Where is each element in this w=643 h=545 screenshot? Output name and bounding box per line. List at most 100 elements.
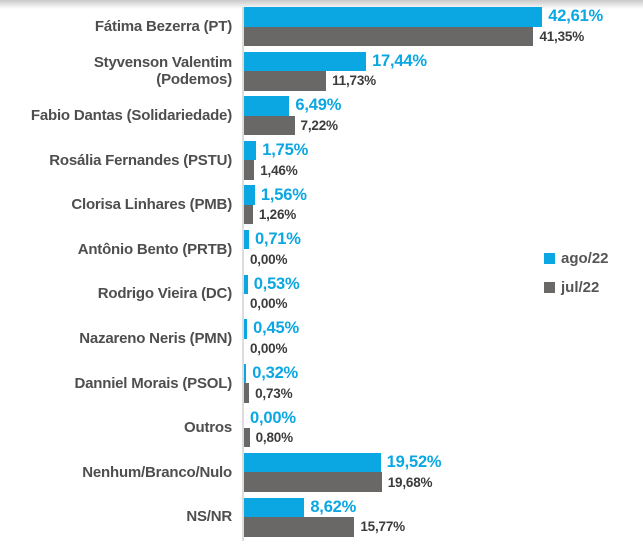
- jul22-value-label: 1,46%: [260, 162, 298, 178]
- jul22-bar: [244, 427, 250, 448]
- ago22-bar-line: 19,52%: [244, 452, 643, 473]
- bars-column: 0,00% 0,80%: [242, 408, 643, 448]
- ago22-bar-line: 0,71%: [244, 229, 643, 250]
- bar-group: Outros 0,00% 0,80%: [0, 408, 643, 448]
- category-label: Nazareno Neris (PMN): [79, 330, 232, 348]
- jul22-value-label: 15,77%: [360, 519, 405, 535]
- jul22-value-label: 7,22%: [300, 117, 338, 133]
- ago22-bar-line: 8,62%: [244, 497, 643, 518]
- ago22-bar: [244, 452, 381, 473]
- bars-column: 19,52% 19,68%: [242, 452, 643, 492]
- ago22-bar-line: 1,75%: [244, 140, 643, 161]
- jul22-bar-line: 41,35%: [244, 26, 643, 46]
- ago22-value-label: 8,62%: [310, 497, 357, 516]
- ago22-value-label: 19,52%: [386, 453, 442, 472]
- category-label: Rodrigo Vieira (DC): [97, 285, 232, 303]
- jul22-bar-line: 0,73%: [244, 383, 643, 403]
- ago22-bar-line: 0,00%: [244, 408, 643, 428]
- category-label: Danniel Morais (PSOL): [74, 374, 233, 392]
- jul22-bar-line: 0,80%: [244, 427, 643, 448]
- ago22-value-label: 1,56%: [260, 185, 307, 204]
- legend-item-jul22: jul/22: [544, 279, 609, 296]
- chart-area: Fátima Bezerra (PT) 42,61% 41,35% Styvenson…: [0, 7, 643, 542]
- bars-column: 0,53% 0,00%: [242, 274, 643, 314]
- ago22-bar-line: 1,56%: [244, 185, 643, 205]
- ago22-value-label: 0,00%: [250, 408, 296, 427]
- ago22-bar: [244, 185, 255, 205]
- ago22-bar: [244, 229, 249, 250]
- jul22-value-label: 41,35%: [539, 28, 585, 44]
- jul22-bar: [244, 517, 355, 537]
- ago22-value-label: 1,75%: [262, 141, 309, 160]
- category-label: Rosália Fernandes (PSTU): [49, 151, 232, 169]
- ago22-value-label: 0,53%: [253, 274, 300, 293]
- category-label: Outros: [184, 419, 232, 437]
- bars-column: 1,56% 1,26%: [242, 185, 643, 225]
- ago22-value-label: 0,32%: [252, 364, 299, 382]
- ago22-bar: [244, 51, 367, 72]
- ago22-bar: [244, 363, 247, 384]
- bar-group: Nazareno Neris (PMN) 0,45% 0,00%: [0, 319, 643, 358]
- bar-group: NS/NR 8,62% 15,77%: [0, 497, 643, 537]
- jul22-bar-line: 11,73%: [244, 71, 643, 91]
- ago22-bar: [244, 7, 543, 27]
- ago22-bar-line: 0,53%: [244, 274, 643, 295]
- bars-column: 1,75% 1,46%: [242, 140, 643, 180]
- jul22-swatch-icon: [544, 282, 555, 293]
- ago22-bar: [244, 96, 290, 116]
- baseline-axis: [242, 7, 244, 541]
- bar-group: Fabio Dantas (Solidariedade) 6,49% 7,22%: [0, 96, 643, 136]
- jul22-bar: [244, 472, 382, 492]
- category-label: Styvenson Valentim (Podemos): [93, 53, 232, 89]
- ago22-bar-line: 0,45%: [244, 319, 643, 339]
- ago22-value-label: 6,49%: [295, 96, 342, 115]
- jul22-bar-line: 19,68%: [244, 472, 643, 492]
- ago22-bar: [244, 274, 248, 295]
- jul22-value-label: 0,00%: [250, 251, 288, 267]
- category-label: Clorisa Linhares (PMB): [71, 196, 232, 214]
- jul22-value-label: 0,80%: [255, 430, 293, 446]
- jul22-value-label: 0,73%: [255, 385, 293, 401]
- category-label: Nenhum/Branco/Nulo: [82, 463, 232, 481]
- jul22-value-label: 0,00%: [250, 296, 288, 312]
- jul22-bar: [244, 26, 534, 46]
- ago22-value-label: 0,45%: [253, 319, 299, 338]
- jul22-bar-line: 0,00%: [244, 339, 643, 359]
- jul22-bar-line: 1,26%: [244, 204, 643, 225]
- bar-group: Styvenson Valentim (Podemos) 17,44% 11,73%: [0, 51, 643, 91]
- ago22-bar-line: 6,49%: [244, 96, 643, 116]
- bar-group: Rosália Fernandes (PSTU) 1,75% 1,46%: [0, 140, 643, 180]
- jul22-value-label: 0,00%: [250, 340, 288, 356]
- bar-group: Antônio Bento (PRTB) 0,71% 0,00%: [0, 229, 643, 269]
- jul22-bar: [244, 71, 327, 91]
- jul22-value-label: 11,73%: [332, 73, 376, 89]
- bars-column: 6,49% 7,22%: [242, 96, 643, 136]
- ago22-value-label: 17,44%: [372, 51, 427, 70]
- ago22-bar: [244, 319, 248, 339]
- bar-group: Clorisa Linhares (PMB) 1,56% 1,26%: [0, 185, 643, 225]
- bars-column: 8,62% 15,77%: [242, 497, 643, 537]
- bar-group: Nenhum/Branco/Nulo 19,52% 19,68%: [0, 452, 643, 492]
- category-label: Fátima Bezerra (PT): [94, 17, 232, 35]
- bars-column: 42,61% 41,35%: [242, 7, 643, 46]
- ago22-bar-line: 42,61%: [244, 7, 643, 27]
- jul22-value-label: 19,68%: [387, 474, 433, 490]
- bar-groups: Fátima Bezerra (PT) 42,61% 41,35% Styvenson…: [0, 7, 643, 537]
- legend-label-ago22: ago/22: [561, 250, 609, 267]
- ago22-bar-line: 17,44%: [244, 51, 643, 72]
- jul22-bar-line: 15,77%: [244, 517, 643, 537]
- bars-column: 0,71% 0,00%: [242, 229, 643, 269]
- jul22-bar-line: 0,00%: [244, 294, 643, 314]
- bars-column: 0,45% 0,00%: [242, 319, 643, 358]
- ago22-bar-line: 0,32%: [244, 363, 643, 384]
- bar-group: Fátima Bezerra (PT) 42,61% 41,35%: [0, 7, 643, 46]
- jul22-bar-line: 0,00%: [244, 249, 643, 269]
- jul22-bar: [244, 160, 255, 180]
- category-label: Fabio Dantas (Solidariedade): [30, 107, 232, 125]
- ago22-value-label: 42,61%: [548, 7, 604, 26]
- legend: ago/22 jul/22: [544, 250, 609, 296]
- ago22-bar: [244, 140, 257, 161]
- category-label: Antônio Bento (PRTB): [77, 240, 233, 258]
- bar-group: Danniel Morais (PSOL) 0,32% 0,73%: [0, 363, 643, 403]
